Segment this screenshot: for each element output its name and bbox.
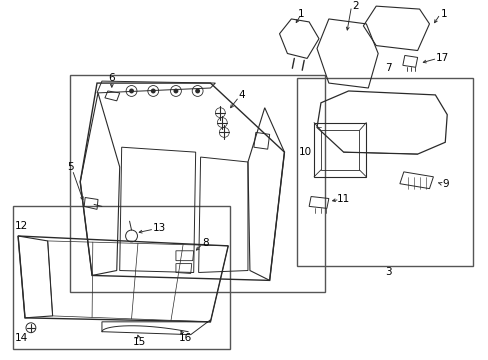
Text: 4: 4: [238, 90, 245, 100]
Circle shape: [150, 89, 155, 94]
Text: 3: 3: [384, 267, 390, 278]
Text: 14: 14: [15, 333, 28, 343]
Text: 6: 6: [108, 73, 115, 83]
Text: 1: 1: [440, 9, 447, 19]
Text: 5: 5: [67, 162, 74, 172]
Text: 8: 8: [202, 238, 208, 248]
Text: 16: 16: [179, 333, 192, 343]
Text: 11: 11: [336, 194, 349, 204]
Circle shape: [129, 89, 134, 94]
Text: 10: 10: [298, 147, 311, 157]
Text: 13: 13: [152, 223, 165, 233]
Bar: [297, 78, 472, 266]
Bar: [70, 75, 324, 292]
Bar: [13, 206, 230, 350]
Text: 2: 2: [351, 1, 358, 11]
Text: 17: 17: [435, 53, 448, 63]
Text: 15: 15: [133, 337, 146, 347]
Text: 12: 12: [15, 221, 28, 231]
Circle shape: [173, 89, 178, 94]
Text: 1: 1: [297, 9, 304, 19]
Text: 9: 9: [441, 179, 447, 189]
Text: 7: 7: [384, 63, 390, 73]
Circle shape: [195, 89, 200, 94]
